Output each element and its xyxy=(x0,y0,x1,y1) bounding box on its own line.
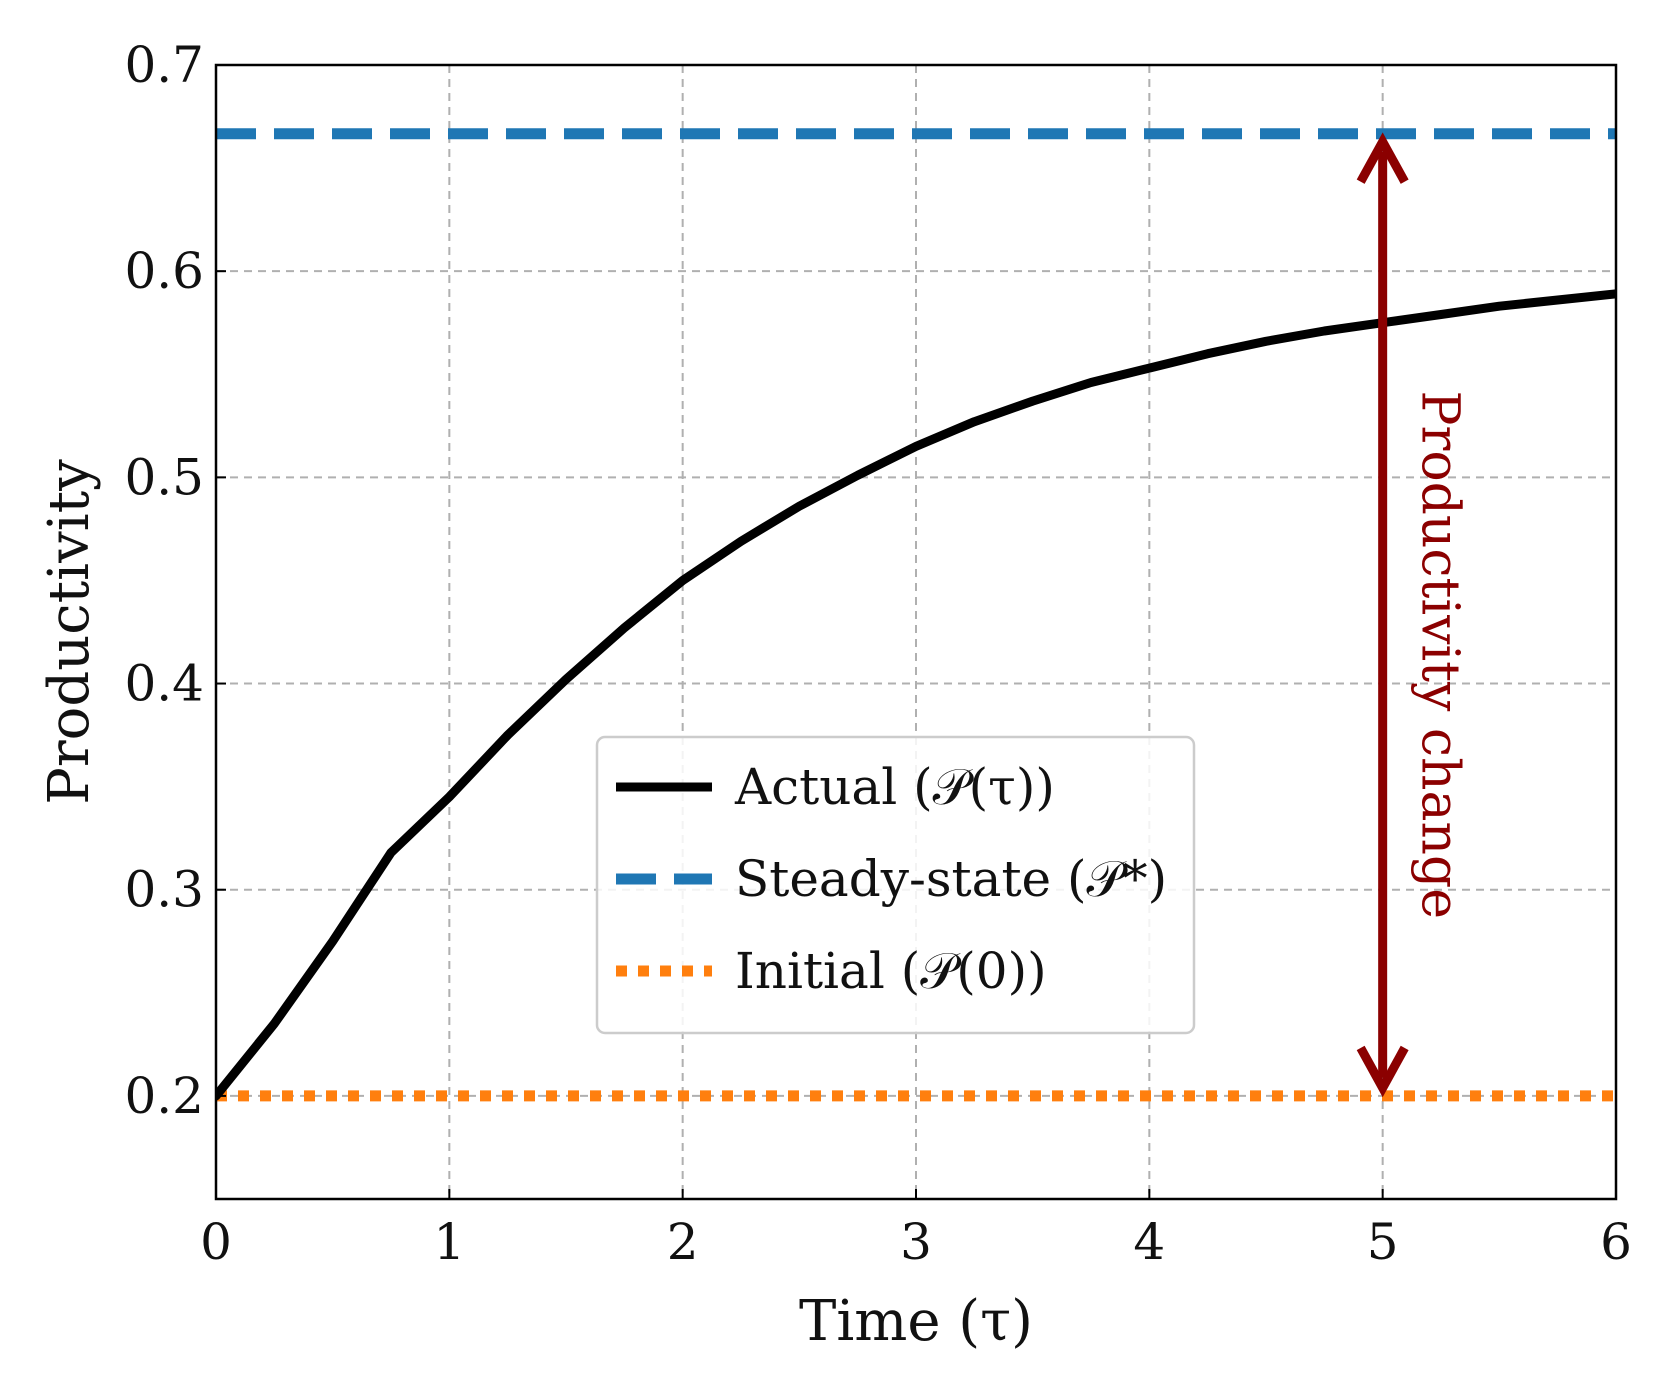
legend-box xyxy=(595,735,1196,1035)
annotation-arrow-head-up xyxy=(1356,132,1409,184)
y-tick-label: 0.7 xyxy=(124,36,204,94)
annotation-label: Productivity change xyxy=(1410,391,1470,920)
legend-label-initial: Initial (𝒫(0)) xyxy=(735,942,1047,1000)
productivity-change-arrow-group: Productivity change xyxy=(1356,132,1470,1098)
axis-ticks: 0 1 2 3 4 5 6 0.2 0.3 0.4 0.5 0.6 0.7 xyxy=(124,36,1631,1271)
legend-label-actual: Actual (𝒫(τ)) xyxy=(734,758,1055,816)
x-tick-label: 0 xyxy=(200,1213,232,1271)
x-tick-label: 3 xyxy=(900,1213,932,1271)
y-tick-label: 0.6 xyxy=(124,242,204,300)
y-tick-label: 0.5 xyxy=(124,448,204,506)
x-tick-label: 1 xyxy=(433,1213,465,1271)
x-tick-label: 4 xyxy=(1133,1213,1165,1271)
y-tick-label: 0.2 xyxy=(124,1067,204,1125)
y-tick-label: 0.4 xyxy=(124,655,204,713)
y-axis-label: Productivity xyxy=(37,459,102,805)
y-tick-label: 0.3 xyxy=(124,861,204,919)
annotation-arrow-head-down xyxy=(1356,1045,1409,1098)
x-tick-label: 5 xyxy=(1367,1213,1399,1271)
legend-label-steady-state: Steady-state (𝒫*) xyxy=(735,850,1167,908)
legend: Actual (𝒫(τ)) Steady-state (𝒫*) Initial (𝒫… xyxy=(595,735,1196,1035)
x-tick-label: 6 xyxy=(1600,1213,1632,1271)
x-axis-label: Time (τ) xyxy=(799,1289,1033,1354)
x-tick-label: 2 xyxy=(667,1213,699,1271)
